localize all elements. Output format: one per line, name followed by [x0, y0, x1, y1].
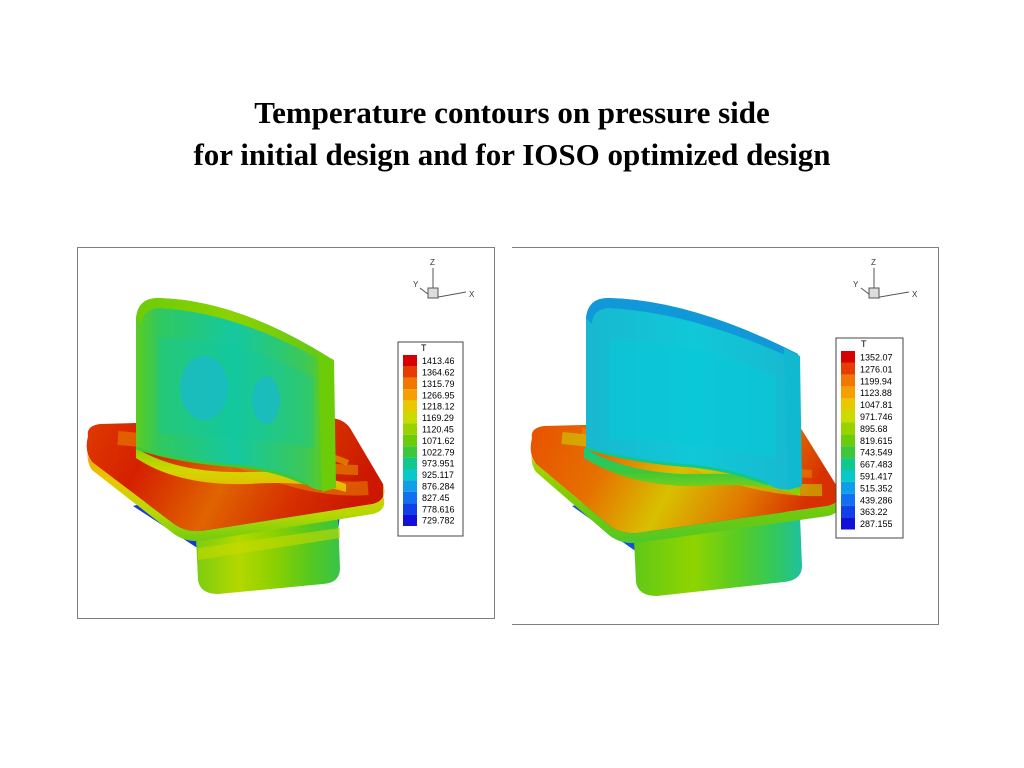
legend-swatch	[403, 491, 417, 504]
legend-swatch	[403, 412, 417, 424]
legend-value: 827.45	[422, 493, 450, 503]
initial-design-panel: X Z Y T 1413.46 1364.62 1315.79 1266.95 1218…	[77, 247, 495, 619]
legend-title: T	[421, 343, 427, 353]
legend-value: 1047.81	[860, 400, 893, 410]
blade-fillet	[136, 448, 346, 492]
legend-value: 1364.62	[422, 368, 455, 378]
blade	[135, 298, 336, 492]
legend-swatch	[841, 458, 855, 470]
legend-swatch	[841, 374, 855, 387]
legend-swatch	[841, 481, 855, 494]
legend-value: 1022.79	[422, 447, 455, 457]
x-axis-label: X	[912, 290, 918, 299]
axis-triad: X Z Y	[413, 258, 475, 299]
legend-value: 1218.12	[422, 402, 455, 412]
blade-fillet	[584, 448, 800, 496]
legend-swatch	[841, 422, 855, 435]
blade	[585, 298, 802, 490]
legend-value: 1276.01	[860, 364, 893, 374]
legend-value: 667.483	[860, 460, 893, 470]
legend-value: 1071.62	[422, 436, 455, 446]
legend-value: 778.616	[422, 504, 455, 514]
legend-value: 876.284	[422, 482, 455, 492]
legend-value: 971.746	[860, 412, 893, 422]
legend-value: 1413.46	[422, 356, 455, 366]
legend-swatch	[403, 400, 417, 412]
legend-swatch	[403, 355, 417, 367]
legend-swatch	[403, 514, 417, 526]
legend-swatch	[403, 366, 417, 378]
legend-value: 1169.29	[422, 413, 454, 423]
legend-value: 287.155	[860, 519, 893, 529]
legend-swatch	[403, 377, 417, 390]
legend-swatch	[841, 505, 855, 518]
title-line-1: Temperature contours on pressure side	[254, 95, 770, 130]
legend-value: 363.22	[860, 507, 888, 517]
legend-swatch	[403, 446, 417, 458]
legend-swatch	[841, 470, 855, 482]
legend-title: T	[861, 339, 867, 349]
legend-swatch	[841, 398, 855, 411]
z-axis-label: Z	[871, 258, 876, 267]
legend-value: 895.68	[860, 424, 888, 434]
legend-value: 1266.95	[422, 390, 455, 400]
title-line-2: for initial design and for IOSO optimize…	[193, 137, 831, 172]
legend-swatch	[403, 389, 417, 401]
legend-swatch	[841, 493, 855, 506]
legend-value: 1352.07	[860, 353, 893, 363]
legend-value: 743.549	[860, 448, 893, 458]
y-axis-label: Y	[853, 280, 859, 289]
legend-value: 1199.94	[860, 376, 892, 386]
legend-swatch	[841, 362, 855, 375]
legend-value: 515.352	[860, 483, 893, 493]
optimized-design-panel: X Z Y T 1352.07 1276.01 1199.94 1123.88 1047…	[512, 247, 939, 625]
legend-swatch	[841, 517, 855, 530]
legend-swatch	[403, 469, 417, 481]
legend-swatch	[403, 503, 417, 515]
legend-swatch	[841, 410, 855, 423]
legend-value: 1123.88	[860, 388, 892, 398]
legend-swatch	[841, 446, 855, 459]
z-axis-label: Z	[430, 258, 435, 267]
legend-value: 819.615	[860, 436, 893, 446]
legend-swatch	[403, 480, 417, 492]
legend-swatch	[841, 434, 855, 447]
legend-value: 973.951	[422, 459, 455, 469]
y-axis-label: Y	[413, 280, 419, 289]
legend-value: 591.417	[860, 472, 893, 482]
legend-swatch	[403, 423, 417, 435]
legend-value: 925.117	[422, 470, 454, 480]
x-axis-label: X	[469, 290, 475, 299]
legend-value: 1315.79	[422, 379, 455, 389]
legend-value: 729.782	[422, 516, 455, 526]
legend-swatch	[841, 351, 855, 363]
legend-value: 439.286	[860, 495, 893, 505]
legend-swatch	[403, 434, 417, 447]
legend-swatch	[403, 457, 417, 469]
axis-triad: X Z Y	[853, 258, 918, 299]
page-title: Temperature contours on pressure side fo…	[0, 92, 1024, 176]
legend-value: 1120.45	[422, 425, 454, 435]
legend-swatch	[841, 386, 855, 399]
